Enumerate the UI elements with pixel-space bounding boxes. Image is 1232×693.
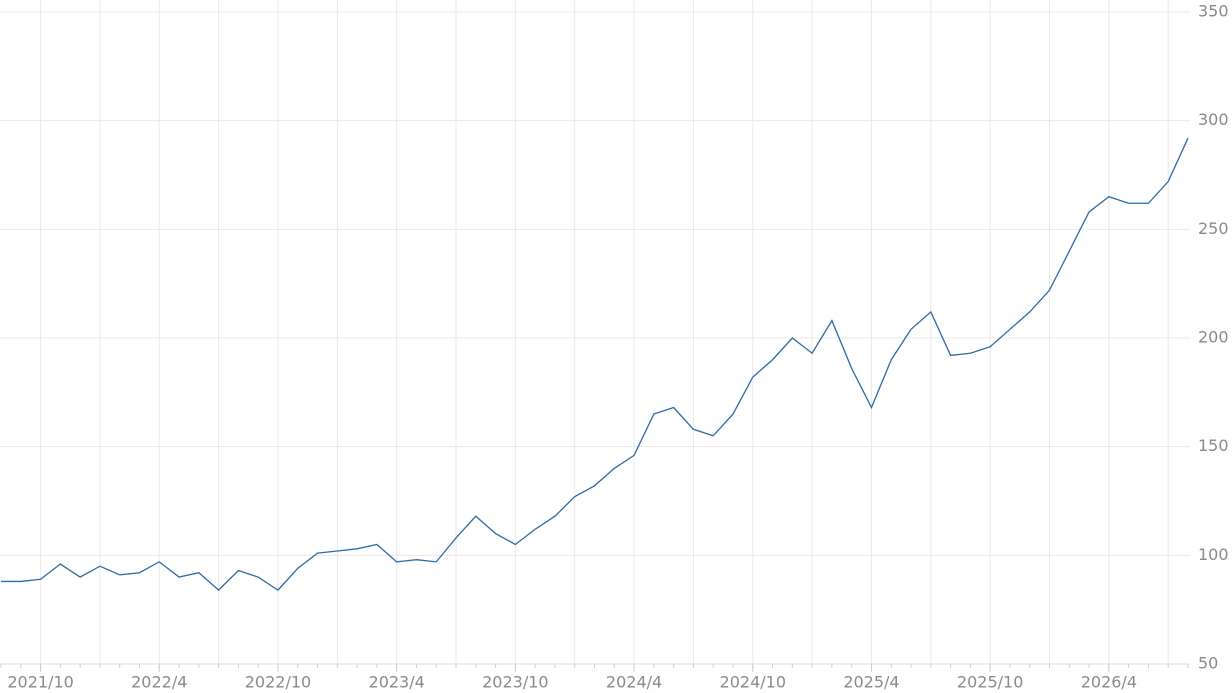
price-line <box>1 137 1189 591</box>
x-tick-label: 2024/4 <box>606 673 662 692</box>
x-tick-label: 2024/10 <box>720 673 786 692</box>
y-tick-label: 150 <box>1198 436 1229 455</box>
y-tick-label: 250 <box>1198 219 1229 238</box>
x-tick-label: 2022/4 <box>131 673 187 692</box>
x-tick-label: 2026/4 <box>1081 673 1137 692</box>
y-tick-label: 100 <box>1198 545 1229 564</box>
x-tick-label: 2023/10 <box>482 673 548 692</box>
x-tick-label: 2023/4 <box>369 673 425 692</box>
x-tick-label: 2022/10 <box>245 673 311 692</box>
x-tick-label: 2025/10 <box>957 673 1023 692</box>
y-tick-label: 200 <box>1198 328 1229 347</box>
y-tick-label: 300 <box>1198 110 1229 129</box>
x-tick-label: 2021/10 <box>7 673 73 692</box>
x-tick-label: 2025/4 <box>843 673 899 692</box>
y-tick-label: 50 <box>1198 654 1218 673</box>
y-tick-label: 350 <box>1198 2 1229 21</box>
